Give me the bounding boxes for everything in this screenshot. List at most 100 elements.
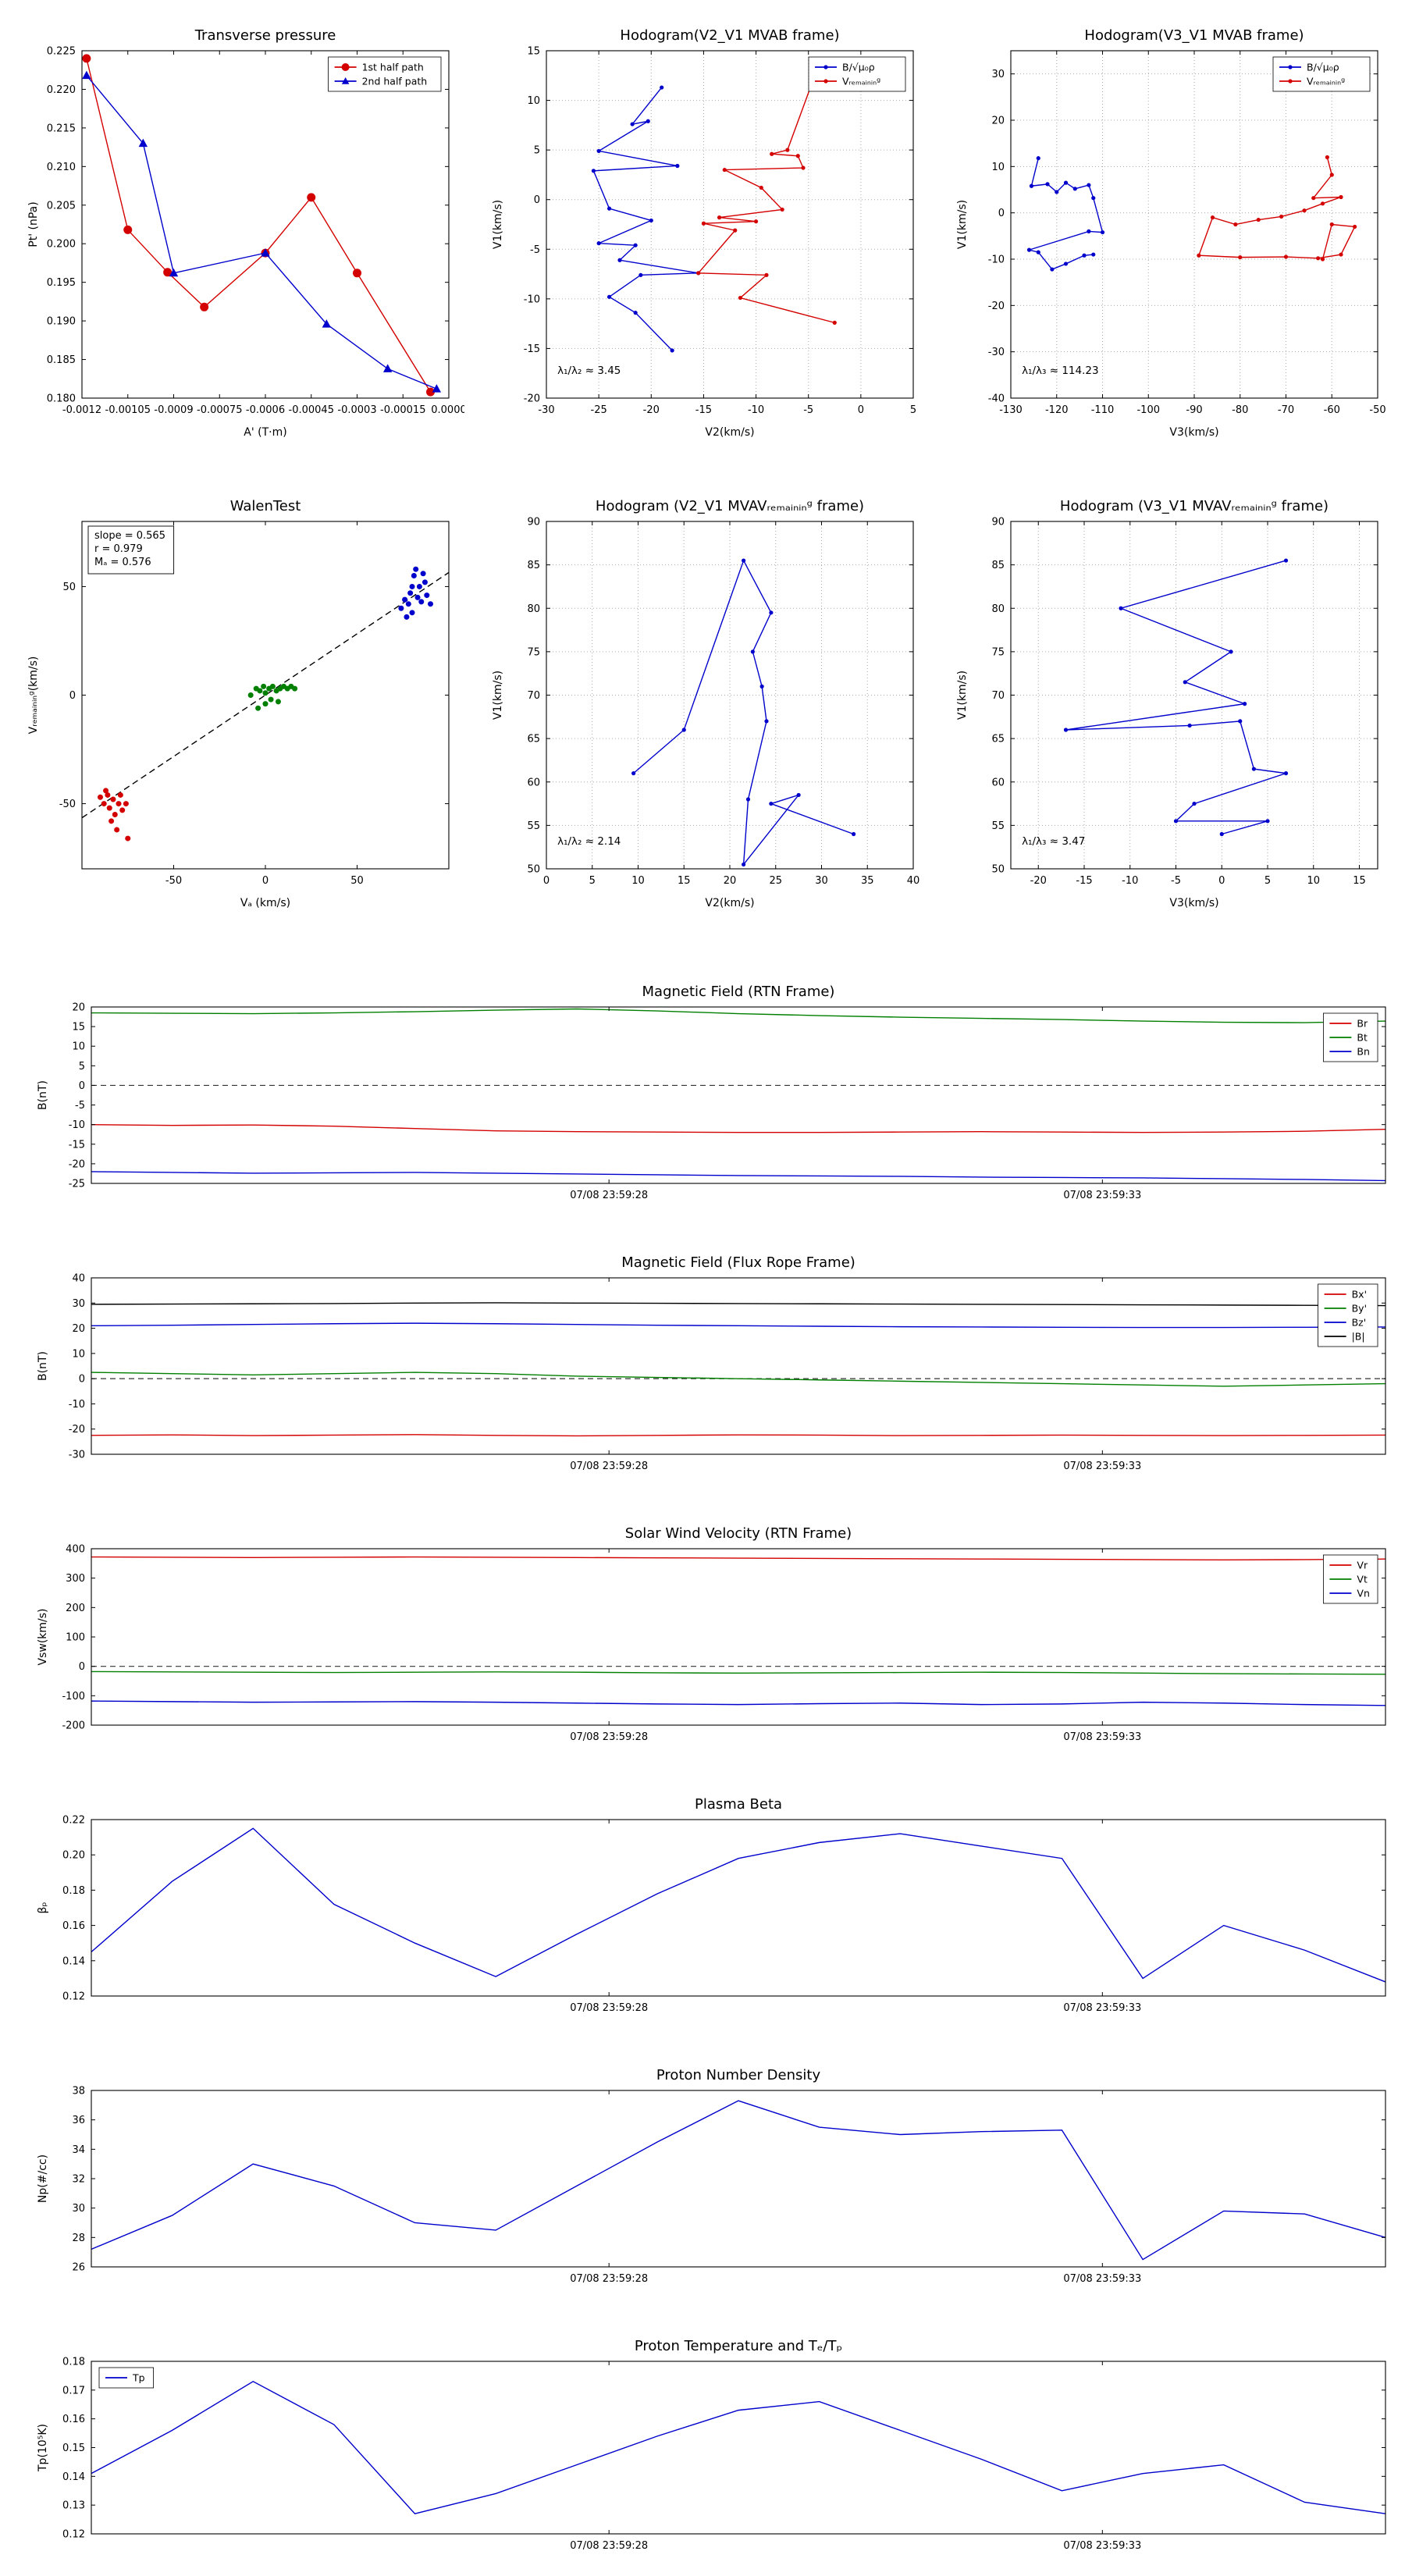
- vsw-rtn-svg: 07/08 23:59:28 07/08 23:59:33 -200 -100 0 100…: [37, 1525, 1386, 1743]
- svg-text:-30: -30: [69, 1450, 85, 1461]
- chart-magnetic-field-rtn: 07/08 23:59:28 07/08 23:59:33 -25 -20 -15 -10…: [20, 974, 1393, 1224]
- chart-solar-wind-velocity: 07/08 23:59:28 07/08 23:59:33 -200 -100 0 100…: [20, 1516, 1393, 1766]
- svg-text:Transverse pressure: Transverse pressure: [194, 27, 336, 44]
- chart-walen-test: -50 0 50 -50 0 50 WalenTest Vₐ (km/s) Vᵣₑₘₐᵢₙᵢₙᵍ…: [12, 482, 464, 923]
- hodogram-v3v1-mvav-svg: -20 -15 -10 -5 0 5 10 15 50 55 60 65 70 75 80 85 90 Hodog…: [956, 498, 1378, 909]
- svg-text:Proton Number Density: Proton Number Density: [656, 2067, 821, 2083]
- svg-text:-20: -20: [1030, 875, 1047, 887]
- svg-text:Hodogram (V3_V1 MVAVᵣₑₘₐᵢₙᵢₙᵍ: Hodogram (V3_V1 MVAVᵣₑₘₐᵢₙᵢₙᵍ frame): [1060, 498, 1329, 514]
- svg-text:0.18: 0.18: [62, 1885, 85, 1897]
- svg-text:V2(km/s): V2(km/s): [705, 426, 754, 439]
- svg-text:-80: -80: [1232, 404, 1248, 416]
- svg-text:-50: -50: [1369, 404, 1385, 416]
- walen-test-svg: -50 0 50 -50 0 50 WalenTest Vₐ (km/s) Vᵣₑₘₐᵢₙᵢₙᵍ…: [27, 498, 450, 909]
- svg-text:50: 50: [350, 875, 364, 887]
- svg-text:-110: -110: [1091, 404, 1115, 416]
- chart-hodogram-v3v1-mvav: -20 -15 -10 -5 0 5 10 15 50 55 60 65 70 75 80 85 90 Hodog…: [941, 482, 1393, 923]
- svg-text:70: 70: [527, 690, 540, 702]
- svg-text:0: 0: [534, 194, 540, 206]
- svg-text:0.225: 0.225: [47, 46, 76, 58]
- svg-text:B/√μ₀ρ: B/√μ₀ρ: [842, 62, 875, 73]
- svg-text:B(nT): B(nT): [37, 1080, 49, 1110]
- svg-text:300: 300: [66, 1573, 85, 1585]
- svg-text:V1(km/s): V1(km/s): [492, 200, 504, 249]
- svg-text:55: 55: [991, 820, 1005, 832]
- svg-text:85: 85: [991, 560, 1005, 571]
- svg-text:λ₁/λ₂ ≈ 2.14: λ₁/λ₂ ≈ 2.14: [557, 835, 621, 848]
- svg-text:-5: -5: [803, 404, 813, 416]
- svg-text:-10: -10: [1122, 875, 1138, 887]
- svg-text:-10: -10: [69, 1399, 85, 1411]
- svg-text:50: 50: [62, 582, 76, 593]
- svg-text:-15: -15: [524, 343, 540, 355]
- svg-text:V1(km/s): V1(km/s): [956, 200, 969, 249]
- svg-text:40: 40: [72, 1273, 85, 1285]
- b-fluxrope-svg: 07/08 23:59:28 07/08 23:59:33 -30 -20 -10 0 10…: [37, 1254, 1386, 1472]
- svg-text:65: 65: [991, 734, 1005, 745]
- svg-text:λ₁/λ₃ ≈ 3.47: λ₁/λ₃ ≈ 3.47: [1022, 835, 1085, 848]
- svg-text:5: 5: [1264, 875, 1271, 887]
- svg-text:10: 10: [991, 162, 1005, 173]
- svg-text:07/08 23:59:28: 07/08 23:59:28: [570, 1190, 648, 1201]
- svg-text:-20: -20: [69, 1424, 85, 1436]
- svg-text:07/08 23:59:33: 07/08 23:59:33: [1063, 1461, 1141, 1472]
- svg-text:Vr: Vr: [1357, 1560, 1368, 1571]
- svg-text:λ₁/λ₂ ≈ 3.45: λ₁/λ₂ ≈ 3.45: [557, 365, 621, 377]
- svg-text:-0.0009: -0.0009: [154, 404, 193, 416]
- svg-text:-5: -5: [75, 1100, 85, 1112]
- svg-text:0.190: 0.190: [47, 316, 76, 328]
- svg-text:20: 20: [72, 1002, 85, 1014]
- svg-text:-25: -25: [591, 404, 607, 416]
- svg-text:0.185: 0.185: [47, 354, 76, 366]
- svg-text:0.16: 0.16: [62, 1920, 85, 1932]
- svg-text:85: 85: [527, 560, 540, 571]
- svg-text:-20: -20: [643, 404, 660, 416]
- svg-text:Br: Br: [1357, 1018, 1368, 1030]
- svg-text:0: 0: [79, 1374, 85, 1386]
- svg-text:Plasma Beta: Plasma Beta: [695, 1796, 782, 1813]
- svg-text:-10: -10: [69, 1119, 85, 1131]
- svg-text:5: 5: [910, 404, 916, 416]
- svg-text:B(nT): B(nT): [37, 1351, 49, 1381]
- svg-text:0.210: 0.210: [47, 162, 76, 173]
- svg-text:0: 0: [69, 690, 76, 702]
- svg-text:-10: -10: [748, 404, 764, 416]
- svg-text:Bn: Bn: [1357, 1046, 1370, 1058]
- svg-text:-0.00015: -0.00015: [380, 404, 425, 416]
- svg-text:10: 10: [527, 95, 540, 107]
- b-rtn-svg: 07/08 23:59:28 07/08 23:59:33 -25 -20 -15 -10…: [37, 984, 1386, 1201]
- svg-text:Vₐ (km/s): Vₐ (km/s): [240, 897, 290, 909]
- svg-text:200: 200: [66, 1603, 85, 1614]
- svg-text:βₚ: βₚ: [37, 1902, 49, 1914]
- svg-text:-90: -90: [1186, 404, 1202, 416]
- svg-text:-130: -130: [999, 404, 1023, 416]
- chart-hodogram-v3v1-mvab: -130 -120 -110 -100 -90 -80 -70 -60 -50 -40 -30 -20…: [941, 12, 1393, 453]
- svg-text:Mₐ = 0.576: Mₐ = 0.576: [94, 557, 151, 568]
- hodogram-v2v1-mvav-svg: 0 5 10 15 20 25 30 35 40 50 55 60 65 70 75 80 85 90 Hodogr…: [492, 498, 920, 909]
- svg-text:-200: -200: [62, 1720, 85, 1732]
- svg-text:V1(km/s): V1(km/s): [492, 671, 504, 720]
- svg-text:λ₁/λ₃ ≈ 114.23: λ₁/λ₃ ≈ 114.23: [1022, 365, 1098, 377]
- svg-text:75: 75: [527, 646, 540, 658]
- chart-hodogram-v2v1-mvav: 0 5 10 15 20 25 30 35 40 50 55 60 65 70 75 80 85 90 Hodogr…: [476, 482, 929, 923]
- svg-text:0.17: 0.17: [62, 2385, 85, 2396]
- svg-text:Vᵣₑₘₐᵢₙᵢₙᵍ: Vᵣₑₘₐᵢₙᵢₙᵍ: [1307, 76, 1345, 87]
- svg-text:0: 0: [1218, 875, 1225, 887]
- svg-text:V3(km/s): V3(km/s): [1169, 897, 1218, 909]
- svg-text:-5: -5: [530, 244, 540, 256]
- svg-text:Tp: Tp: [132, 2372, 145, 2384]
- svg-text:40: 40: [907, 875, 920, 887]
- svg-text:75: 75: [991, 646, 1005, 658]
- svg-text:10: 10: [72, 1041, 85, 1053]
- svg-text:28: 28: [72, 2233, 85, 2244]
- svg-text:2nd half path: 2nd half path: [362, 76, 428, 87]
- svg-text:32: 32: [72, 2174, 85, 2186]
- svg-text:07/08 23:59:33: 07/08 23:59:33: [1063, 1731, 1141, 1743]
- svg-text:Hodogram(V3_V1 MVAB frame): Hodogram(V3_V1 MVAB frame): [1084, 27, 1304, 44]
- svg-text:Solar Wind Velocity (RTN Frame: Solar Wind Velocity (RTN Frame): [625, 1525, 852, 1542]
- svg-text:20: 20: [991, 116, 1005, 127]
- svg-text:0.215: 0.215: [47, 123, 76, 134]
- svg-text:-25: -25: [69, 1179, 85, 1190]
- svg-text:15: 15: [527, 46, 540, 58]
- svg-text:10: 10: [72, 1348, 85, 1360]
